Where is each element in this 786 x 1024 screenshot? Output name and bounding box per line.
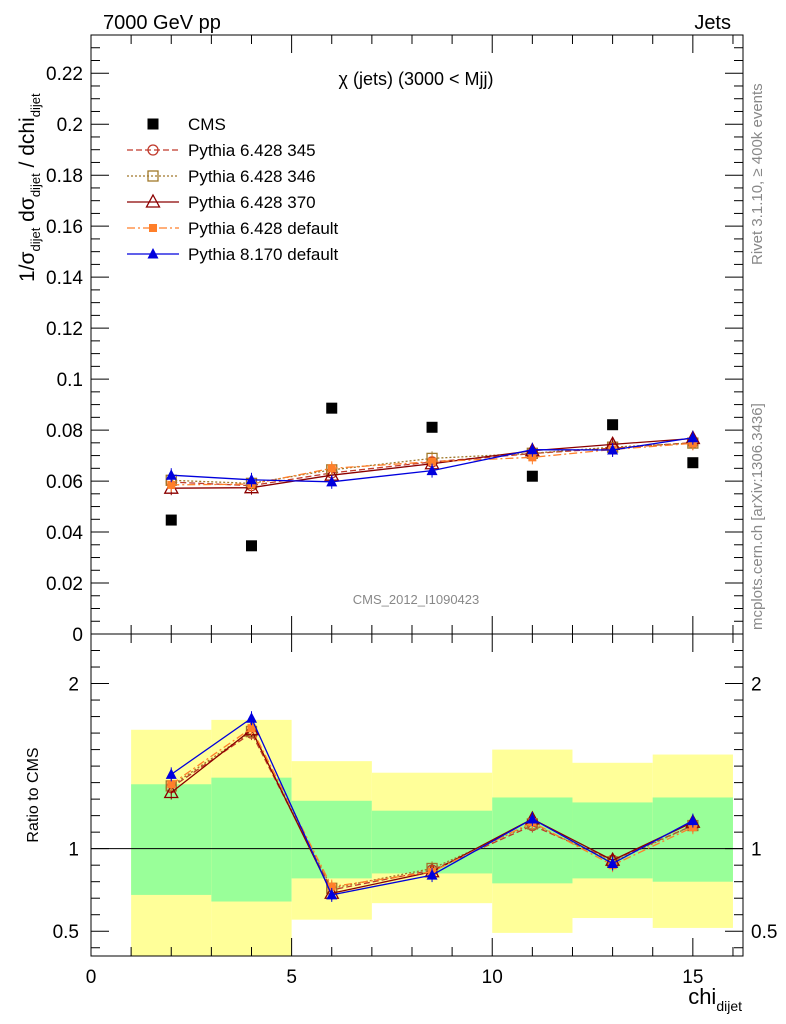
legend-entry-pythia-6-428-default: Pythia 6.428 default — [127, 219, 339, 238]
legend-label: Pythia 6.428 370 — [188, 193, 316, 212]
y-tick-label: 0 — [72, 625, 83, 646]
legend-marker — [145, 193, 161, 208]
data-point-cms — [326, 402, 338, 414]
ratio-point-pythia-6-428-default — [247, 724, 256, 733]
legend-marker — [147, 248, 159, 259]
legend-marker — [147, 170, 159, 182]
x-tick-label: 10 — [482, 967, 503, 988]
x-axis-label: chidijet — [688, 984, 742, 1014]
ratio-point-pythia-8-170-default — [526, 812, 538, 824]
ratio-panel: 0.5 0.5 1 1 2 2 0 5 10 15 Ratio to CMS chidijet — [25, 633, 777, 1014]
x-tick-label: 15 — [682, 967, 703, 988]
x-tick-label: 0 — [86, 967, 97, 988]
y-tick-label: 0.02 — [46, 574, 83, 595]
data-point-pythia-8-170-default — [687, 431, 699, 443]
data-point-pythia-8-170-default — [426, 464, 438, 476]
legend-label: Pythia 6.428 345 — [188, 141, 316, 160]
main-ylabel: 1/σdijet dσdijet / dchidijet — [16, 93, 43, 282]
y-tick-label: 0.1 — [57, 370, 83, 391]
header-right: Jets — [694, 12, 731, 34]
y-tick-label: 0.08 — [46, 421, 83, 442]
ratio-y-tick-label: 1 — [68, 840, 79, 861]
uncertainty-band-inner — [211, 777, 292, 902]
y-tick-label: 0.12 — [46, 319, 83, 340]
ratio-point-pythia-8-170-default — [426, 869, 438, 880]
data-point-pythia-6-428-default — [428, 457, 437, 466]
data-point-cms — [245, 540, 257, 552]
mcplots-label: mcplots.cern.ch [arXiv:1306.3436] — [749, 403, 766, 630]
ratio-series-layer — [163, 711, 701, 902]
rivet-label: Rivet 3.1.10, ≥ 400k events — [749, 83, 766, 265]
legend-entry-pythia-6-428-346: Pythia 6.428 346 — [127, 167, 316, 186]
ratio-axes: 0.5 0.5 1 1 2 2 0 5 10 15 — [53, 634, 777, 988]
y-tick-label: 0.2 — [57, 115, 83, 136]
legend-marker — [147, 144, 159, 156]
ratio-ylabel: Ratio to CMS — [25, 747, 42, 842]
data-point-cms — [426, 421, 438, 433]
main-title: χ (jets) (3000 < Mjj) — [339, 69, 494, 89]
data-point-pythia-8-170-default — [526, 443, 538, 455]
data-point-cms — [526, 470, 538, 482]
legend-marker — [149, 224, 157, 232]
ratio-point-pythia-6-428-default — [167, 780, 176, 789]
y-tick-label: 0.14 — [46, 268, 83, 289]
legend-entry-cms: CMS — [147, 115, 226, 134]
main-axes: 0 0.02 0.04 0.06 0.08 0.1 0.12 0.14 0.16 0.18 0.2 0… — [46, 35, 743, 646]
data-point-pythia-6-428-default — [167, 480, 176, 489]
ratio-y-tick-label: 0.5 — [53, 922, 79, 943]
uncertainty-band-inner — [291, 800, 372, 879]
y-tick-label: 0.18 — [46, 166, 83, 187]
y-tick-label: 0.04 — [46, 523, 83, 544]
data-point-pythia-6-428-default — [528, 453, 537, 462]
ratio-y-tick-label-right: 2 — [751, 675, 762, 696]
ratio-point-pythia-6-428-370 — [163, 784, 179, 799]
uncertainty-band-inner — [131, 784, 212, 895]
ratio-point-pythia-6-428-default — [327, 882, 336, 891]
legend-label: Pythia 6.428 default — [188, 219, 339, 238]
ratio-series-pythia-8-170-default — [165, 711, 699, 902]
uncertainty-band-inner — [652, 797, 733, 882]
y-tick-label: 0.22 — [46, 64, 83, 85]
uncertainty-band-inner — [492, 797, 573, 884]
data-point-pythia-8-170-default — [326, 475, 338, 487]
ratio-point-pythia-8-170-default — [245, 712, 257, 723]
data-point-pythia-8-170-default — [245, 473, 257, 485]
ratio-bands — [91, 719, 743, 956]
data-point-cms — [687, 457, 699, 469]
data-point-pythia-6-428-default — [327, 464, 336, 473]
y-tick-label: 0.16 — [46, 217, 83, 238]
data-point-pythia-8-170-default — [607, 443, 619, 455]
legend-entry-pythia-6-428-370: Pythia 6.428 370 — [127, 193, 316, 212]
x-tick-label: 5 — [286, 967, 297, 988]
data-point-cms — [607, 419, 619, 431]
ratio-y-tick-label-right: 0.5 — [751, 922, 777, 943]
watermark: CMS_2012_I1090423 — [353, 592, 480, 607]
ratio-frame — [90, 633, 744, 957]
legend-marker — [147, 118, 159, 130]
series-cms — [165, 402, 699, 552]
data-point-cms — [165, 514, 177, 526]
main-series-layer — [163, 402, 701, 552]
legend-label: Pythia 6.428 346 — [188, 167, 316, 186]
legend-entry-pythia-6-428-345: Pythia 6.428 345 — [127, 141, 316, 160]
ratio-point-pythia-8-170-default — [326, 888, 338, 900]
header-left: 7000 GeV pp — [103, 12, 221, 34]
ratio-y-tick-label-right: 1 — [751, 840, 762, 861]
ratio-y-tick-label: 2 — [68, 675, 79, 696]
ratio-point-pythia-8-170-default — [165, 768, 177, 779]
ratio-point-pythia-8-170-default — [607, 857, 619, 869]
ratio-point-pythia-8-170-default — [687, 814, 699, 826]
series-pythia-8-170-default — [165, 430, 699, 489]
legend-label: Pythia 8.170 default — [188, 245, 339, 264]
main-panel: 0 0.02 0.04 0.06 0.08 0.1 0.12 0.14 0.16 0.18 0.2 0… — [16, 34, 744, 646]
legend-label: CMS — [188, 115, 226, 134]
data-point-pythia-8-170-default — [165, 469, 177, 480]
legend: CMS Pythia 6.428 345 Pythia 6.428 346 Pythi… — [127, 115, 339, 264]
y-tick-label: 0.06 — [46, 472, 83, 493]
legend-entry-pythia-8-170-default: Pythia 8.170 default — [127, 245, 339, 264]
